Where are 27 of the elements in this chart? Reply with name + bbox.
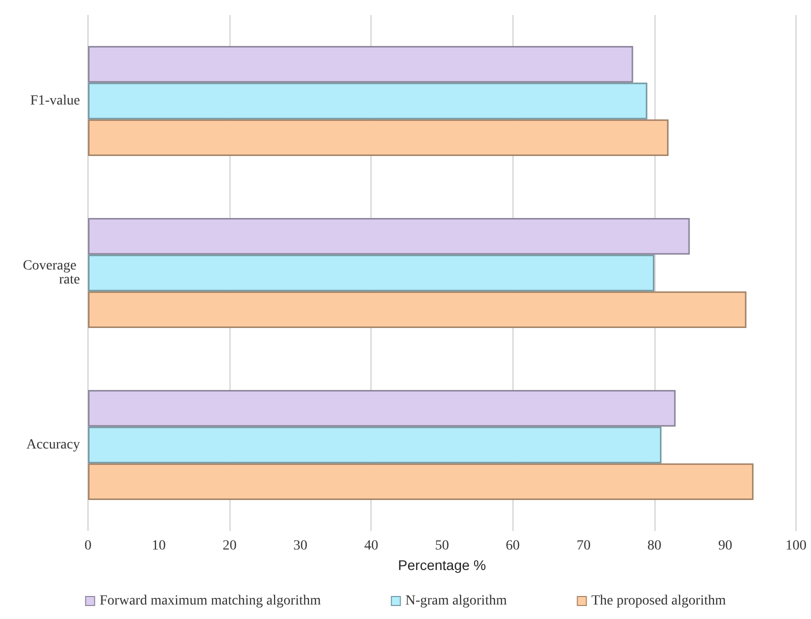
bar — [88, 254, 654, 292]
x-tick-label: 10 — [152, 538, 166, 554]
legend-label: Forward maximum matching algorithm — [100, 594, 321, 608]
x-tick-label: 90 — [718, 538, 732, 554]
legend-label: The proposed algorithm — [591, 594, 726, 608]
y-tick-label: Accuracy — [26, 438, 80, 452]
x-tick-label: 40 — [364, 538, 378, 554]
y-tick-label: Coverage rate — [22, 258, 80, 288]
bar — [88, 390, 676, 427]
bar — [88, 218, 690, 255]
x-tick-label: 80 — [647, 538, 662, 554]
x-tick-label: 70 — [576, 538, 591, 554]
bar — [88, 463, 754, 500]
x-axis-title: Percentage % — [398, 556, 486, 573]
x-tick-label: 100 — [786, 538, 806, 554]
x-tick-label: 50 — [435, 538, 449, 554]
legend-label: N-gram algorithm — [405, 594, 507, 608]
y-tick-label: F1-value — [30, 94, 80, 108]
x-tick-label: 60 — [506, 538, 520, 554]
bar — [88, 82, 648, 120]
bar — [88, 426, 662, 464]
x-tick-label: 30 — [293, 538, 308, 554]
x-tick-label: 20 — [222, 538, 237, 554]
x-tick-label: 0 — [84, 538, 92, 554]
bar — [88, 291, 746, 328]
bar — [88, 46, 634, 83]
bar — [88, 119, 669, 156]
